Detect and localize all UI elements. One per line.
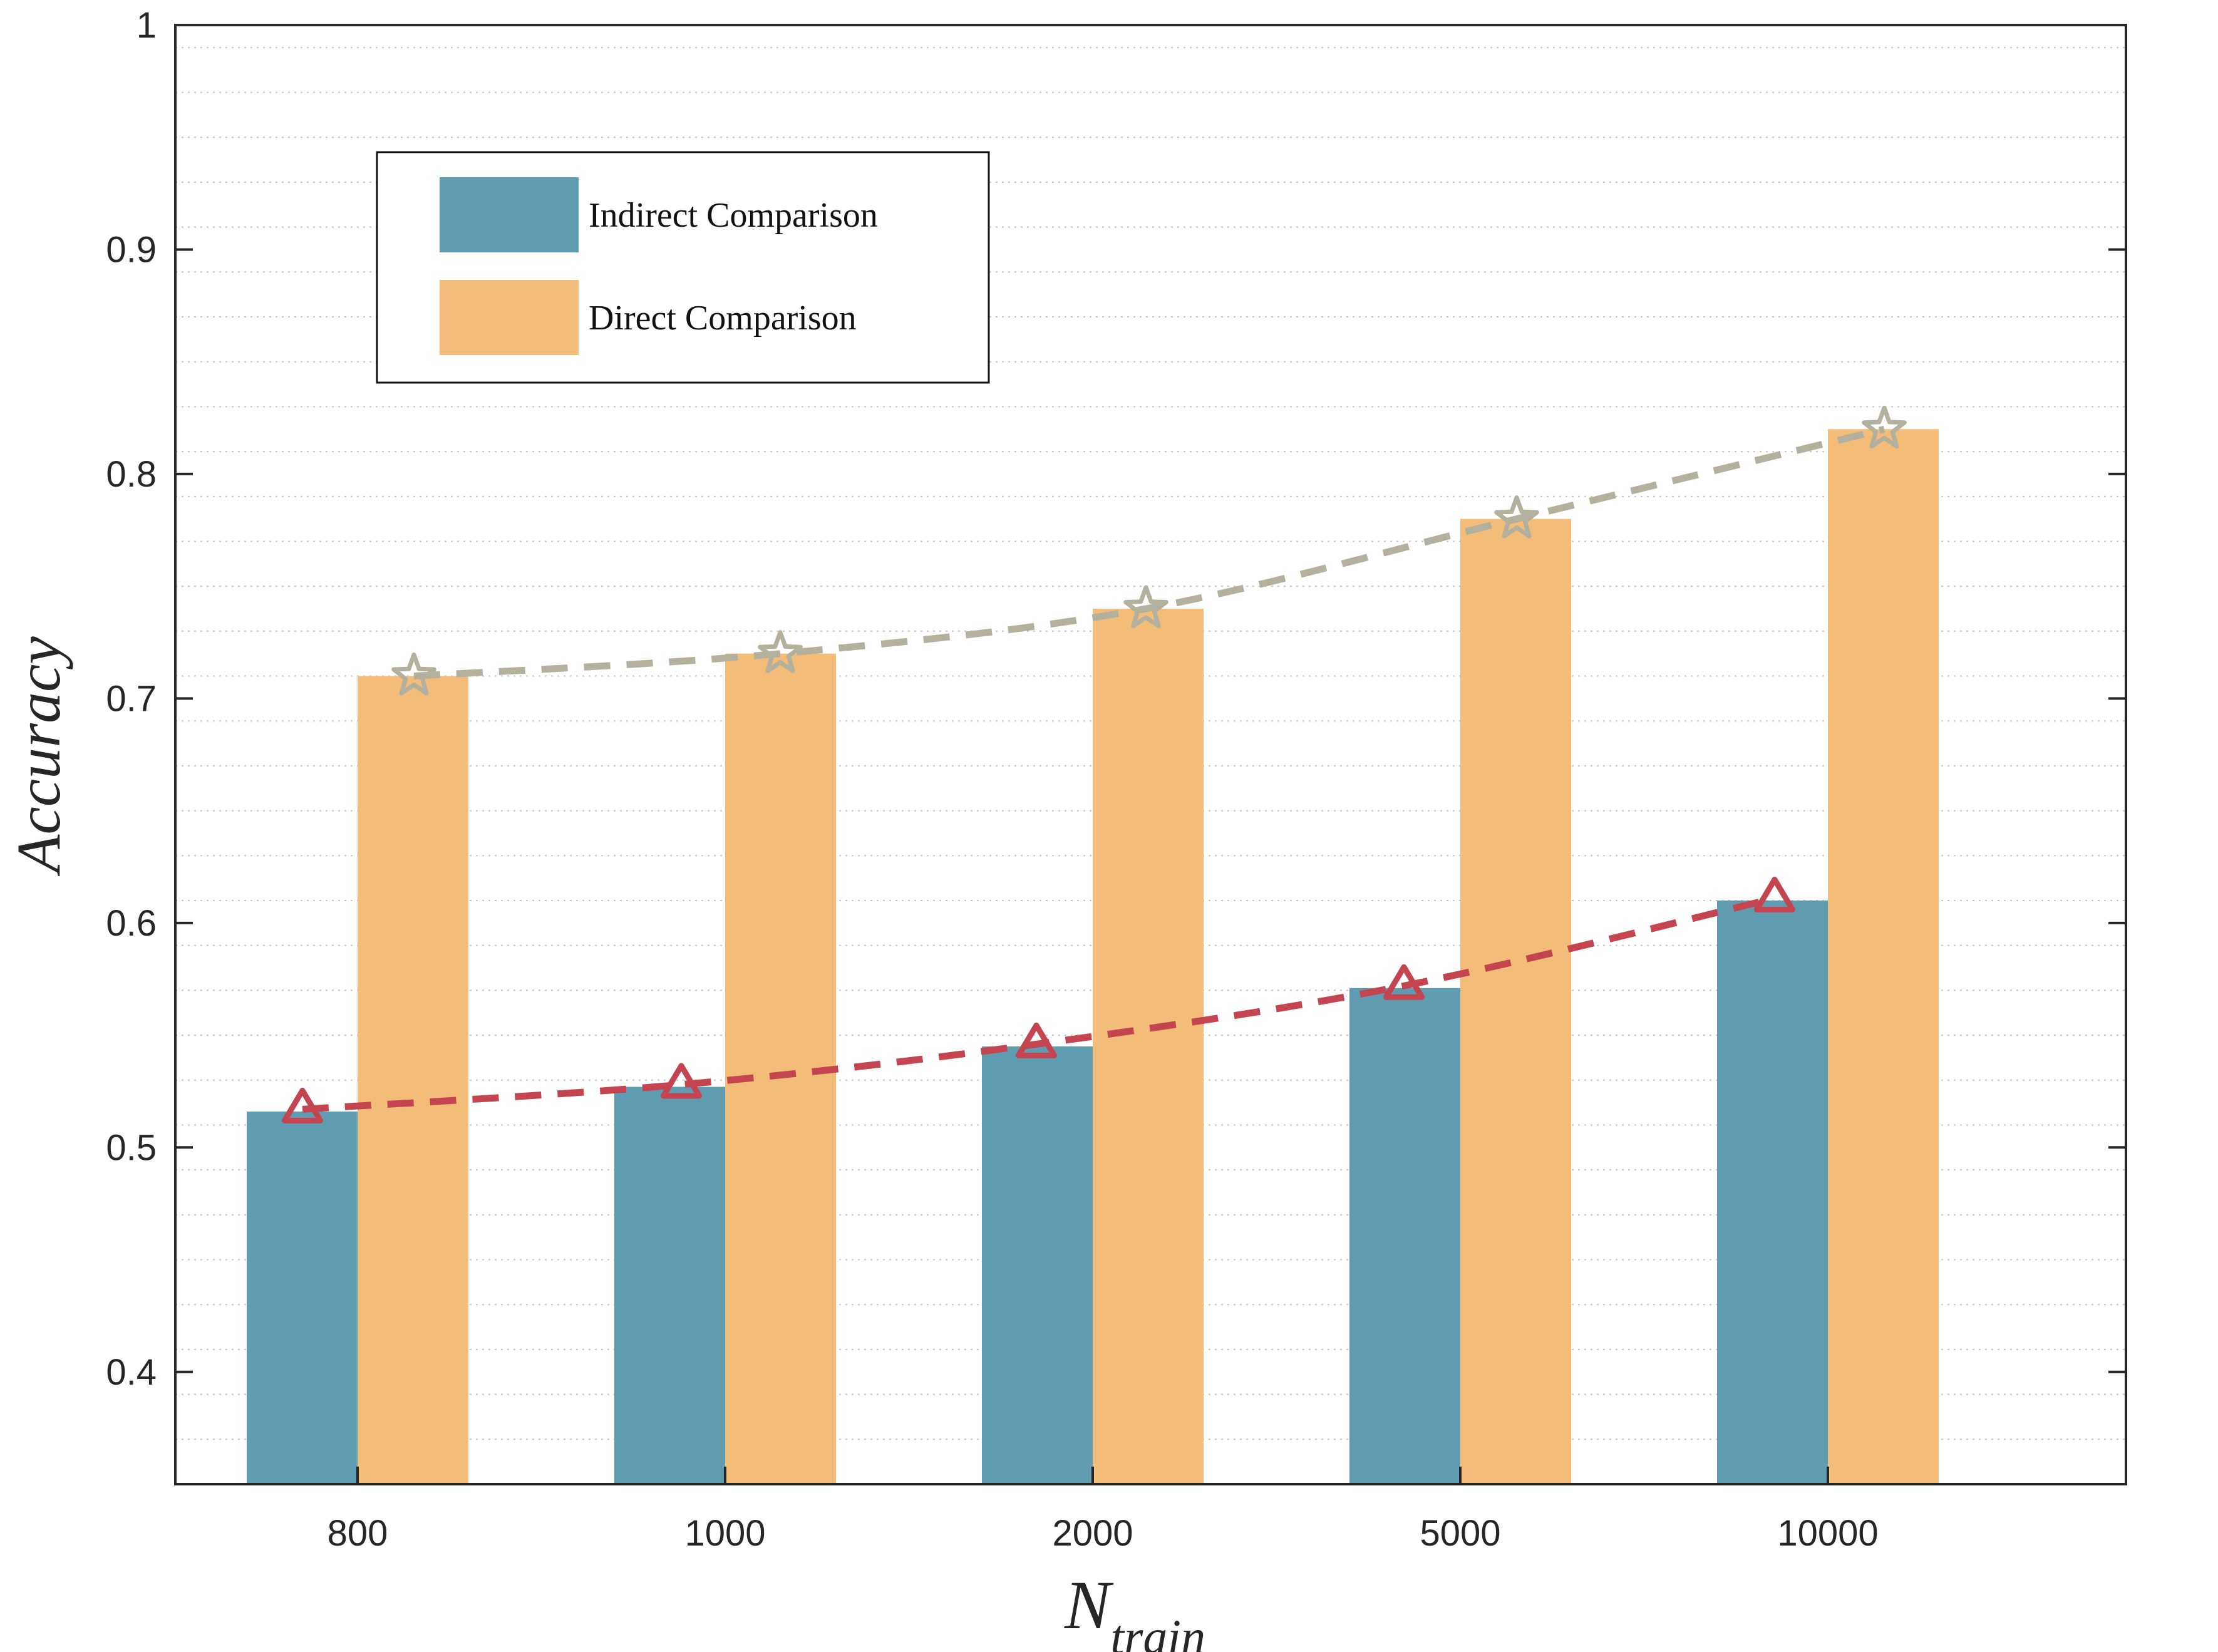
y-tick-label: 0.6 [106, 903, 157, 944]
bar-indirect [1349, 988, 1460, 1484]
y-tick-label: 0.7 [106, 678, 157, 719]
marker-star [391, 653, 436, 696]
marker-triangle [1754, 876, 1795, 912]
y-tick-label: 0.4 [106, 1352, 157, 1393]
x-tick-label: 10000 [1777, 1513, 1878, 1554]
bars [247, 429, 1939, 1485]
x-tick-label: 1000 [684, 1513, 765, 1554]
bar-indirect [614, 1087, 725, 1484]
x-tick-label: 2000 [1052, 1513, 1133, 1554]
marker-star [1123, 585, 1168, 628]
trend-line-direct [413, 425, 1885, 680]
marker-triangle [282, 1087, 323, 1123]
bar-indirect [982, 1046, 1093, 1484]
y-axis: 0.4 0.5 0.6 0.7 0.8 0.9 1 [106, 5, 2126, 1393]
bar-indirect [247, 1111, 358, 1484]
marker-star [758, 630, 803, 673]
legend-label-direct: Direct Comparison [589, 299, 857, 338]
marker-triangle [661, 1063, 702, 1099]
marker-star [1494, 495, 1539, 539]
marker-star [1862, 405, 1907, 449]
x-axis-title: Ntrain [1064, 1567, 1205, 1652]
bar-direct [1093, 609, 1204, 1484]
x-axis-title-subscript: train [1110, 1609, 1205, 1652]
legend-label-indirect: Indirect Comparison [589, 196, 878, 235]
bar-indirect [1717, 901, 1828, 1484]
legend-swatch-direct [440, 280, 579, 355]
legend-swatch-indirect [440, 177, 579, 252]
y-tick-label: 0.8 [106, 454, 157, 495]
x-axis-title-main: N [1064, 1567, 1114, 1643]
plot-frame [174, 24, 2127, 1485]
legend: Indirect Comparison Direct Comparison [376, 151, 990, 384]
y-tick-label: 0.5 [106, 1127, 157, 1168]
x-tick-label: 800 [328, 1513, 388, 1554]
trend-lines [282, 405, 1907, 1123]
x-tick-label: 5000 [1420, 1513, 1500, 1554]
marker-triangle [1016, 1022, 1057, 1058]
y-tick-label: 0.9 [106, 229, 157, 270]
marker-triangle [1383, 964, 1425, 1000]
x-axis: 800 1000 2000 5000 10000 [328, 1467, 1879, 1554]
trend-line-indirect [302, 895, 1776, 1113]
y-tick-label: 1 [137, 5, 157, 46]
y-axis-title: Accuracy [4, 636, 73, 877]
bar-direct [358, 676, 468, 1484]
bar-direct [1828, 429, 1939, 1485]
bar-direct [1460, 519, 1571, 1484]
